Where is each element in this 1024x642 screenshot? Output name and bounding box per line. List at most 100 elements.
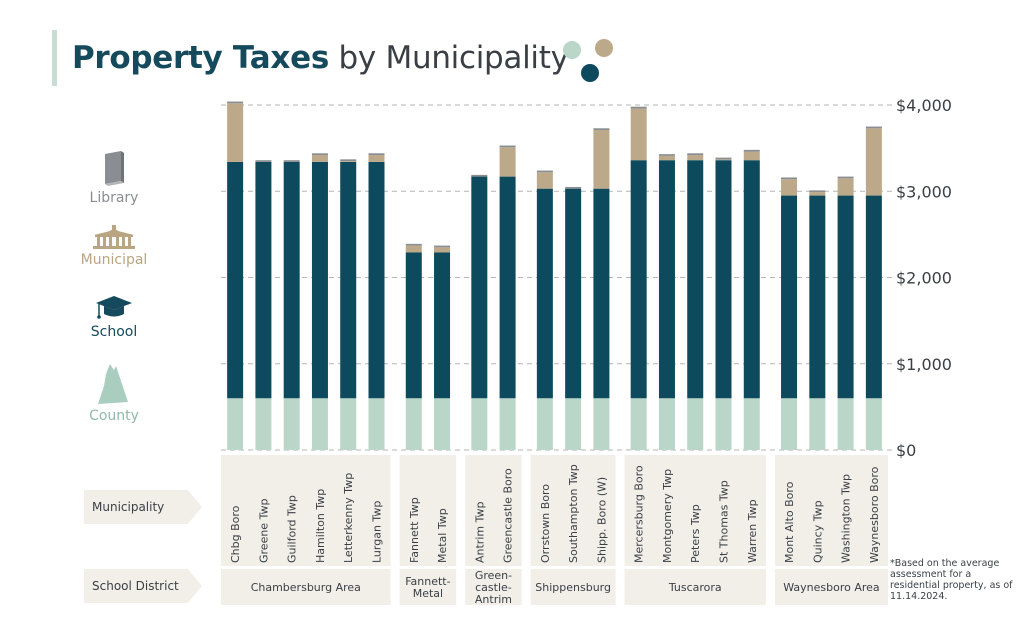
row-label-municipality: Municipality xyxy=(84,490,202,524)
category-label-mont-alto-boro: Mont Alto Boro xyxy=(783,481,796,563)
title-rest-part: by Municipality xyxy=(338,40,569,76)
bar-waynesboro-boro-library xyxy=(865,126,882,129)
graduation-cap-icon xyxy=(96,296,132,319)
bar-lurgan-twp-school xyxy=(368,161,385,399)
bar-washington-twp-library xyxy=(837,176,854,179)
bar-antrim-twp-school xyxy=(471,176,488,399)
bar-quincy-twp-county xyxy=(809,398,826,450)
legend-item-county: County xyxy=(66,362,162,424)
legend-label-school: School xyxy=(90,324,138,340)
bar-mercersburg-boro-county xyxy=(630,398,647,450)
bar-greene-twp-library xyxy=(255,160,272,162)
school-district-label-1: Fannett-Metal xyxy=(405,575,450,600)
bar-southampton-twp-library xyxy=(565,186,582,189)
municipality-label-panel-5 xyxy=(774,455,888,566)
title-bold-part: Property Taxes xyxy=(72,40,329,76)
bar-orrstown-boro-library xyxy=(536,170,553,173)
legend-item-school: School xyxy=(66,294,162,340)
school-district-label-2: Green-castle-Antrim xyxy=(475,569,512,606)
bar-chbg-boro-municipal xyxy=(227,103,244,162)
bar-chbg-boro-school xyxy=(227,161,244,399)
category-label-peters-twp: Peters Twp xyxy=(689,504,702,563)
bar-mont-alto-boro-library xyxy=(781,177,798,180)
bar-mercersburg-boro-library xyxy=(630,106,647,109)
y-tick-label-1: $1,000 xyxy=(896,355,952,374)
y-tick-label-4: $4,000 xyxy=(896,96,952,115)
bar-mont-alto-boro-school xyxy=(781,195,798,399)
legend-label-municipal: Municipal xyxy=(80,252,148,268)
school-district-panel-1 xyxy=(399,569,457,605)
y-tick-label-0: $0 xyxy=(896,441,916,460)
chart-title: Property Taxes by Municipality xyxy=(72,40,569,76)
teal-dot xyxy=(563,41,581,59)
bar-st-thomas-twp-school xyxy=(715,160,732,399)
bar-metal-twp-school xyxy=(434,252,451,399)
bar-hamilton-twp-municipal xyxy=(311,155,328,162)
navy-dot xyxy=(581,64,599,82)
title-accent-bar xyxy=(52,30,57,86)
school-district-panel-2 xyxy=(465,569,522,605)
bar-hamilton-twp-library xyxy=(311,153,328,156)
category-label-quincy-twp: Quincy Twp xyxy=(811,500,824,563)
bar-lurgan-twp-municipal xyxy=(368,155,385,162)
bar-guilford-twp-school xyxy=(283,161,300,399)
municipality-label-panel-1 xyxy=(399,455,457,566)
bar-mont-alto-boro-county xyxy=(781,398,798,450)
category-label-washington-twp: Washington Twp xyxy=(840,474,853,563)
bar-fannett-twp-county xyxy=(405,398,422,450)
y-tick-label-3: $3,000 xyxy=(896,182,952,201)
bar-quincy-twp-library xyxy=(809,190,826,193)
bar-lurgan-twp-library xyxy=(368,153,385,156)
title-dots-decoration xyxy=(563,39,613,82)
school-district-label-4: Tuscarora xyxy=(668,581,722,594)
bar-southampton-twp-county xyxy=(565,398,582,450)
category-label-mercersburg-boro: Mercersburg Boro xyxy=(633,465,646,563)
category-label-chbg-boro: Chbg Boro xyxy=(229,505,242,563)
category-label-metal-twp: Metal Twp xyxy=(436,508,449,563)
bar-mercersburg-boro-school xyxy=(630,160,647,399)
legend-label-county: County xyxy=(89,408,139,424)
school-district-label-3: Shippensburg xyxy=(535,581,611,594)
bar-greene-twp-school xyxy=(255,161,272,399)
category-label-fannett-twp: Fannett Twp xyxy=(408,497,421,563)
bar-montgomery-twp-county xyxy=(658,398,675,450)
legend-item-library: Library xyxy=(66,148,162,206)
bar-shipp-boro-w-county xyxy=(593,398,610,450)
school-district-panel-3 xyxy=(530,569,616,605)
legend-label-library: Library xyxy=(89,190,139,206)
bar-peters-twp-library xyxy=(687,153,704,156)
bar-hamilton-twp-school xyxy=(311,161,328,399)
bar-st-thomas-twp-municipal xyxy=(715,159,732,161)
bar-warren-twp-library xyxy=(743,149,760,152)
category-label-southampton-twp: Southampton Twp xyxy=(567,464,580,563)
bar-waynesboro-boro-county xyxy=(865,398,882,450)
bar-metal-twp-county xyxy=(434,398,451,450)
bar-warren-twp-municipal xyxy=(743,151,760,161)
bar-letterkenny-twp-county xyxy=(340,398,357,450)
bar-washington-twp-municipal xyxy=(837,178,854,196)
bar-letterkenny-twp-library xyxy=(340,159,357,162)
bar-hamilton-twp-county xyxy=(311,398,328,450)
bar-mont-alto-boro-municipal xyxy=(781,179,798,196)
bar-guilford-twp-county xyxy=(283,398,300,450)
bar-fannett-twp-municipal xyxy=(405,245,422,253)
category-label-greene-twp: Greene Twp xyxy=(257,499,270,563)
bar-peters-twp-school xyxy=(687,160,704,399)
category-label-letterkenny-twp: Letterkenny Twp xyxy=(342,473,355,563)
bar-peters-twp-county xyxy=(687,398,704,450)
bar-chbg-boro-library xyxy=(227,101,244,104)
bar-montgomery-twp-library xyxy=(658,154,675,156)
bar-guilford-twp-library xyxy=(283,160,300,162)
municipality-label-panel-3 xyxy=(530,455,616,566)
category-label-greencastle-boro: Greencastle Boro xyxy=(502,468,515,563)
book-icon xyxy=(105,151,124,186)
school-district-panel-5 xyxy=(774,569,888,605)
bar-lurgan-twp-county xyxy=(368,398,385,450)
bar-letterkenny-twp-school xyxy=(340,161,357,399)
bar-greencastle-boro-municipal xyxy=(499,147,516,177)
bar-greencastle-boro-school xyxy=(499,176,516,399)
bar-washington-twp-school xyxy=(837,195,854,399)
bar-waynesboro-boro-municipal xyxy=(865,128,882,196)
bar-greene-twp-county xyxy=(255,398,272,450)
category-label-antrim-twp: Antrim Twp xyxy=(473,502,486,563)
